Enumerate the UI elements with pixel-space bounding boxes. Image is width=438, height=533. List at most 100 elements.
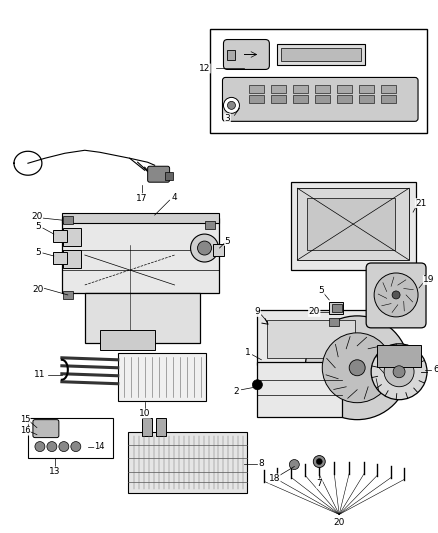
Text: 5: 5: [35, 222, 41, 231]
Circle shape: [393, 366, 405, 378]
Bar: [315, 95, 330, 103]
Bar: [55, 230, 65, 238]
Bar: [53, 230, 67, 242]
Bar: [155, 418, 166, 435]
Bar: [377, 345, 421, 367]
Bar: [258, 310, 367, 365]
Bar: [141, 418, 152, 435]
Text: 1: 1: [244, 348, 250, 357]
Bar: [277, 44, 365, 66]
Circle shape: [349, 360, 365, 376]
Bar: [165, 172, 173, 180]
Bar: [258, 362, 342, 417]
FancyBboxPatch shape: [223, 77, 418, 122]
Bar: [249, 95, 265, 103]
Text: 10: 10: [139, 409, 150, 418]
Bar: [329, 302, 343, 314]
Bar: [55, 253, 65, 261]
Circle shape: [392, 291, 400, 299]
Bar: [249, 85, 265, 93]
Bar: [337, 85, 352, 93]
Text: 20: 20: [333, 518, 345, 527]
Text: 16: 16: [20, 426, 30, 435]
Bar: [128, 432, 247, 494]
Text: 13: 13: [49, 467, 60, 476]
Text: 5: 5: [35, 247, 41, 256]
Text: 3: 3: [225, 114, 230, 123]
Bar: [307, 198, 395, 250]
FancyBboxPatch shape: [366, 263, 426, 328]
Bar: [315, 85, 330, 93]
Circle shape: [316, 458, 322, 465]
Bar: [209, 29, 427, 133]
Bar: [215, 244, 223, 252]
FancyBboxPatch shape: [33, 419, 59, 438]
Bar: [62, 213, 219, 223]
Text: 17: 17: [136, 193, 148, 203]
Text: 11: 11: [34, 370, 46, 379]
Bar: [28, 418, 113, 457]
Text: 2: 2: [233, 387, 239, 396]
Bar: [381, 85, 396, 93]
Circle shape: [191, 234, 219, 262]
Bar: [381, 95, 396, 103]
Text: 21: 21: [415, 199, 427, 208]
Text: 7: 7: [316, 479, 322, 488]
Bar: [329, 318, 339, 326]
Bar: [293, 85, 308, 93]
Text: 15: 15: [20, 415, 30, 424]
Bar: [293, 95, 308, 103]
Circle shape: [198, 241, 212, 255]
Text: 5: 5: [225, 237, 230, 246]
Circle shape: [305, 316, 409, 419]
Circle shape: [223, 98, 240, 114]
Bar: [85, 293, 200, 343]
Circle shape: [384, 357, 414, 387]
Text: 4: 4: [172, 192, 177, 201]
Bar: [63, 291, 73, 299]
Circle shape: [252, 379, 262, 390]
Text: 20: 20: [31, 212, 42, 221]
Bar: [272, 95, 286, 103]
Circle shape: [371, 344, 427, 400]
Text: 14: 14: [95, 442, 105, 451]
Bar: [267, 320, 355, 358]
Bar: [272, 85, 286, 93]
Circle shape: [47, 442, 57, 451]
Circle shape: [227, 101, 236, 109]
Text: 12: 12: [199, 64, 210, 73]
Bar: [281, 47, 361, 61]
Bar: [100, 330, 155, 350]
Circle shape: [313, 456, 325, 467]
Bar: [63, 216, 73, 224]
Bar: [205, 221, 215, 229]
FancyBboxPatch shape: [148, 166, 170, 182]
FancyBboxPatch shape: [223, 39, 269, 69]
Text: 19: 19: [423, 276, 435, 285]
Text: 18: 18: [268, 474, 280, 483]
Bar: [297, 188, 409, 260]
Bar: [359, 95, 374, 103]
Bar: [227, 51, 236, 60]
Text: 20: 20: [309, 308, 320, 317]
Bar: [63, 228, 81, 246]
Circle shape: [290, 459, 299, 470]
Circle shape: [59, 442, 69, 451]
Bar: [359, 85, 374, 93]
Circle shape: [35, 442, 45, 451]
Bar: [53, 252, 67, 264]
Text: 9: 9: [254, 308, 260, 317]
Bar: [212, 244, 225, 256]
Circle shape: [374, 273, 418, 317]
Bar: [291, 182, 416, 270]
Text: 20: 20: [32, 286, 44, 294]
Bar: [118, 353, 205, 401]
Bar: [62, 218, 219, 293]
Text: 6: 6: [433, 365, 438, 374]
Text: 8: 8: [258, 459, 264, 468]
Bar: [337, 95, 352, 103]
Bar: [332, 304, 342, 312]
Circle shape: [71, 442, 81, 451]
Bar: [63, 250, 81, 268]
Circle shape: [322, 333, 392, 403]
